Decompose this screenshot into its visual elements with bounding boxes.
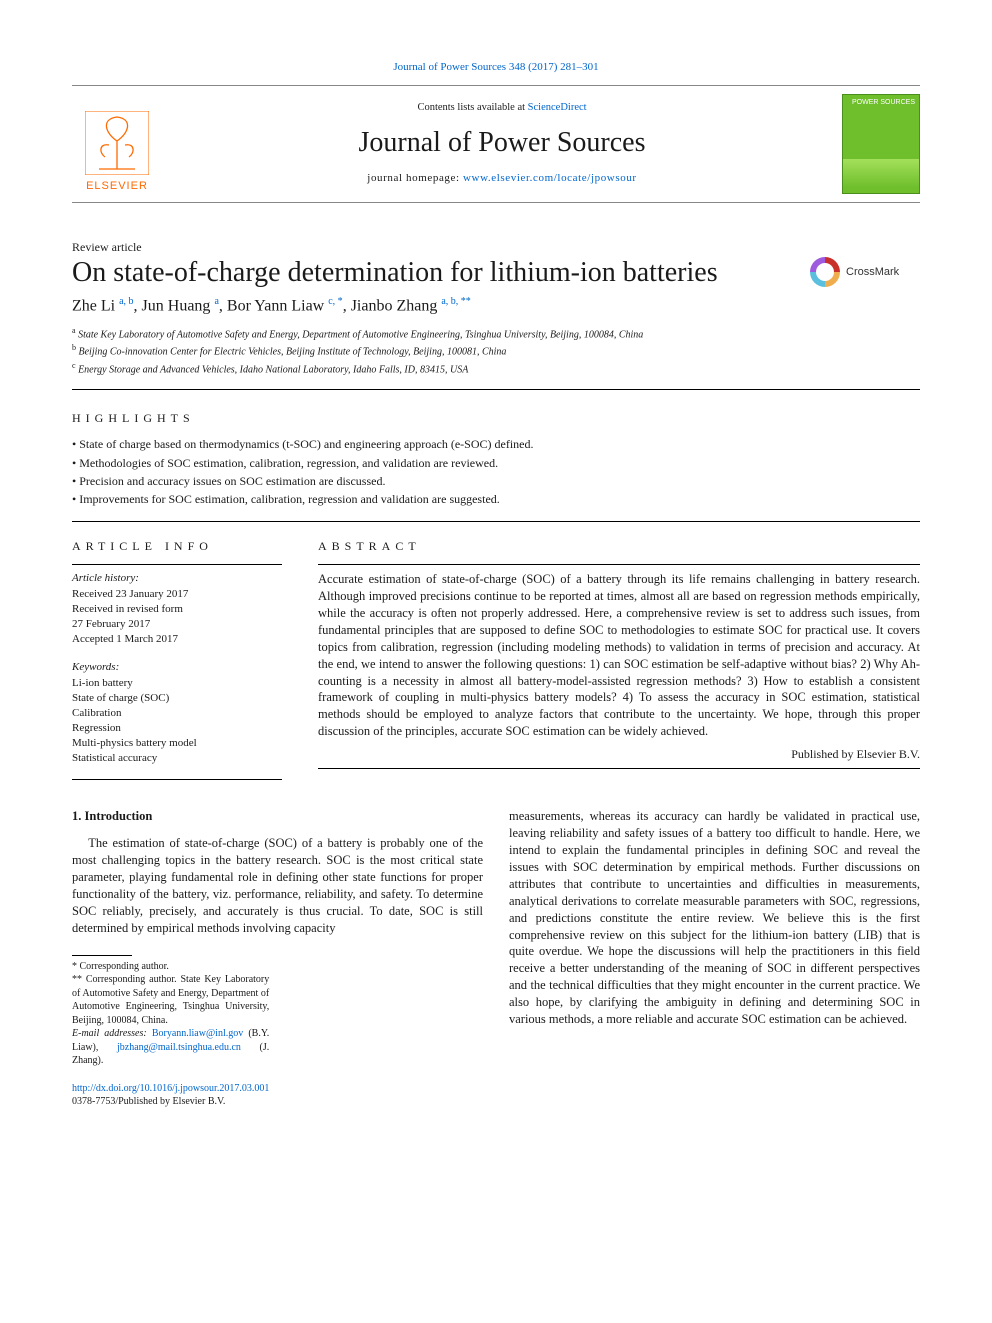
history-line: 27 February 2017 — [72, 617, 282, 632]
email-link-1[interactable]: Boryann.liaw@inl.gov — [152, 1028, 243, 1039]
paper-title: On state-of-charge determination for lit… — [72, 257, 810, 289]
keywords-label: Keywords: — [72, 660, 282, 675]
footnote-rule — [72, 955, 132, 956]
article-type: Review article — [72, 239, 920, 255]
highlight-item: State of charge based on thermodynamics … — [72, 436, 920, 452]
corresponding-2: ** Corresponding author. State Key Labor… — [72, 973, 269, 1027]
rule — [72, 564, 282, 565]
affil-text: Energy Storage and Advanced Vehicles, Id… — [78, 364, 468, 375]
keyword: Calibration — [72, 706, 282, 721]
journal-title: Journal of Power Sources — [162, 124, 842, 162]
doi-link[interactable]: http://dx.doi.org/10.1016/j.jpowsour.201… — [72, 1083, 269, 1094]
affil-sup: a — [72, 326, 76, 335]
rule — [72, 779, 282, 780]
citation-line: Journal of Power Sources 348 (2017) 281–… — [72, 60, 920, 75]
history-line: Accepted 1 March 2017 — [72, 632, 282, 647]
info-abstract-row: ARTICLE INFO Article history: Received 2… — [72, 538, 920, 779]
crossmark-icon — [810, 257, 840, 287]
crossmark-badge[interactable]: CrossMark — [810, 257, 920, 287]
body-columns: 1. Introduction The estimation of state-… — [72, 808, 920, 1108]
abstract-label: ABSTRACT — [318, 538, 920, 554]
highlights-list: State of charge based on thermodynamics … — [72, 436, 920, 507]
rule — [318, 768, 920, 769]
cover-title: POWER SOURCES — [852, 99, 915, 106]
highlight-item: Precision and accuracy issues on SOC est… — [72, 473, 920, 489]
header-center: Contents lists available at ScienceDirec… — [162, 101, 842, 186]
email-label: E-mail addresses: — [72, 1028, 152, 1039]
corresponding-1: * Corresponding author. — [72, 960, 269, 974]
elsevier-wordmark: ELSEVIER — [86, 179, 148, 194]
rule — [72, 389, 920, 390]
article-history: Article history: Received 23 January 201… — [72, 571, 282, 646]
elsevier-tree-icon — [85, 111, 149, 175]
crossmark-label: CrossMark — [846, 265, 899, 280]
author-4: Jianbo Zhang — [351, 298, 438, 315]
journal-homepage: journal homepage: www.elsevier.com/locat… — [162, 171, 842, 186]
contents-available: Contents lists available at ScienceDirec… — [162, 101, 842, 115]
intro-para-1-cont: measurements, whereas its accuracy can h… — [509, 808, 920, 1027]
footnotes: * Corresponding author. ** Corresponding… — [72, 955, 269, 1068]
contents-prefix: Contents lists available at — [417, 102, 527, 113]
affil-text: Beijing Co-innovation Center for Electri… — [79, 347, 507, 358]
abstract-col: ABSTRACT Accurate estimation of state-of… — [318, 538, 920, 779]
author-1-aff: a, b — [119, 296, 133, 307]
author-1: Zhe Li — [72, 298, 115, 315]
author-3-aff: c, * — [328, 296, 342, 307]
affiliation: c Energy Storage and Advanced Vehicles, … — [72, 360, 920, 377]
keyword: State of charge (SOC) — [72, 691, 282, 706]
sciencedirect-link[interactable]: ScienceDirect — [528, 102, 587, 113]
author-2-aff: a — [214, 296, 218, 307]
page-root: Journal of Power Sources 348 (2017) 281–… — [0, 0, 992, 1149]
affiliation: b Beijing Co-innovation Center for Elect… — [72, 342, 920, 359]
authors-line: Zhe Li a, b, Jun Huang a, Bor Yann Liaw … — [72, 295, 920, 317]
history-label: Article history: — [72, 571, 282, 586]
doi-block: http://dx.doi.org/10.1016/j.jpowsour.201… — [72, 1082, 483, 1109]
history-line: Received 23 January 2017 — [72, 587, 282, 602]
article-info-col: ARTICLE INFO Article history: Received 2… — [72, 538, 282, 779]
author-4-aff: a, b, ** — [441, 296, 470, 307]
journal-cover-thumb: POWER SOURCES — [842, 94, 920, 194]
homepage-prefix: journal homepage: — [367, 172, 463, 184]
section-heading-intro: 1. Introduction — [72, 808, 483, 825]
keyword: Multi-physics battery model — [72, 736, 282, 751]
affil-text: State Key Laboratory of Automotive Safet… — [78, 329, 643, 340]
title-row: On state-of-charge determination for lit… — [72, 257, 920, 295]
keyword: Statistical accuracy — [72, 751, 282, 766]
abstract-text: Accurate estimation of state-of-charge (… — [318, 571, 920, 740]
issn-line: 0378-7753/Published by Elsevier B.V. — [72, 1095, 483, 1109]
highlight-item: Improvements for SOC estimation, calibra… — [72, 491, 920, 507]
affiliation: a State Key Laboratory of Automotive Saf… — [72, 325, 920, 342]
history-line: Received in revised form — [72, 602, 282, 617]
publisher-line: Published by Elsevier B.V. — [318, 746, 920, 762]
keyword: Li-ion battery — [72, 676, 282, 691]
highlight-item: Methodologies of SOC estimation, calibra… — [72, 455, 920, 471]
author-2: Jun Huang — [142, 298, 211, 315]
intro-para-1: The estimation of state-of-charge (SOC) … — [72, 835, 483, 936]
homepage-link[interactable]: www.elsevier.com/locate/jpowsour — [463, 172, 637, 184]
journal-header: ELSEVIER Contents lists available at Sci… — [72, 85, 920, 203]
email-link-2[interactable]: jbzhang@mail.tsinghua.edu.cn — [117, 1042, 241, 1053]
affiliations: a State Key Laboratory of Automotive Saf… — [72, 325, 920, 377]
author-3: Bor Yann Liaw — [227, 298, 324, 315]
keywords-block: Keywords: Li-ion battery State of charge… — [72, 660, 282, 765]
citation-link[interactable]: Journal of Power Sources 348 (2017) 281–… — [393, 61, 598, 73]
affil-sup: c — [72, 361, 76, 370]
email-line: E-mail addresses: Boryann.liaw@inl.gov (… — [72, 1027, 269, 1068]
rule — [318, 564, 920, 565]
cover-art — [843, 159, 919, 187]
affil-sup: b — [72, 343, 76, 352]
article-info-label: ARTICLE INFO — [72, 538, 282, 554]
keyword: Regression — [72, 721, 282, 736]
elsevier-logo: ELSEVIER — [72, 94, 162, 194]
highlights-label: HIGHLIGHTS — [72, 410, 920, 426]
rule — [72, 521, 920, 522]
